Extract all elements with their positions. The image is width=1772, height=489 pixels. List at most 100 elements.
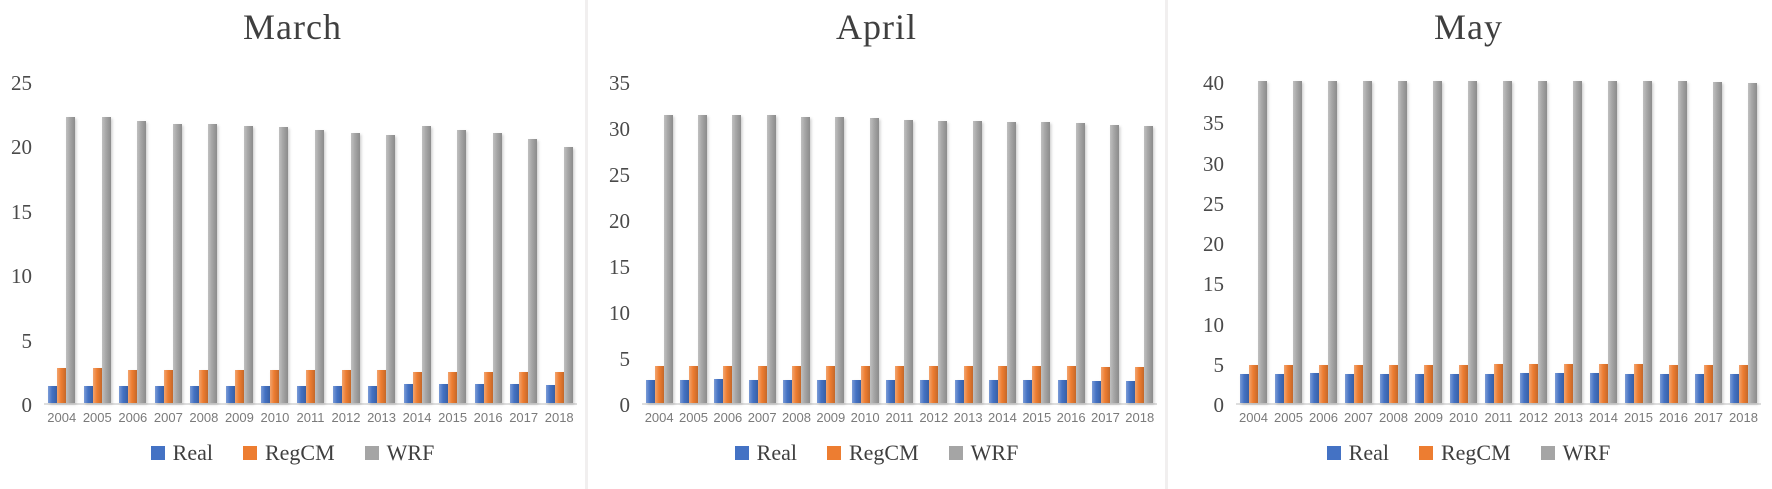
y-tick-label-40: 40: [1203, 71, 1224, 95]
bar-regcm-2017: [1100, 367, 1110, 403]
bar-group-2012: [917, 83, 951, 403]
plot-march: 0 5 10 15 20 25: [0, 71, 585, 417]
bar-real-2014: [403, 383, 413, 403]
bar-regcm-2010: [270, 369, 280, 403]
bar-regcm-2018: [554, 372, 564, 403]
legend-item-real: Real: [150, 440, 213, 466]
x-tick-label-2016: 2016: [1056, 410, 1086, 425]
bar-wrf-2008: [800, 116, 810, 403]
bar-wrf-2006: [137, 120, 147, 403]
bar-group-2006: [115, 83, 151, 403]
bar-group-2005: [676, 83, 710, 403]
bar-wrf-2015: [1041, 122, 1051, 403]
bar-real-2013: [1555, 373, 1564, 403]
chart-title-march: March: [243, 7, 342, 47]
x-tick-label-2005: 2005: [1274, 410, 1303, 425]
bar-regcm-2008: [1389, 365, 1398, 403]
bar-regcm-2014: [1599, 364, 1608, 403]
y-tick-label-20: 20: [11, 135, 32, 160]
x-tick-label-2018: 2018: [544, 410, 574, 425]
bar-regcm-2016: [483, 372, 493, 403]
bar-regcm-2009: [234, 369, 244, 403]
bar-wrf-2015: [1643, 81, 1652, 403]
bar-regcm-2005: [92, 368, 102, 403]
bar-wrf-2010: [279, 127, 289, 403]
y-axis-april: 0 5 10 15 20 25 30 35: [588, 71, 642, 417]
bar-wrf-2017: [1713, 81, 1722, 403]
bar-group-2015: [435, 83, 471, 403]
bar-real-2011: [1485, 374, 1494, 403]
bar-wrf-2018: [563, 146, 573, 403]
x-tick-label-2006: 2006: [118, 410, 148, 425]
bar-group-2006: [1306, 81, 1341, 403]
bar-group-2007: [151, 83, 187, 403]
y-tick-label-15: 15: [609, 255, 630, 279]
x-axis-row-may: 2004 2005 2006 2007 2008 2009 2010 2011 2012 2013…: [1168, 410, 1769, 425]
x-tick-label-2016: 2016: [473, 410, 503, 425]
bar-regcm-2009: [1424, 365, 1433, 403]
bar-regcm-2006: [1319, 365, 1328, 403]
bar-real-2018: [1730, 374, 1739, 403]
y-tick-label-30: 30: [1203, 151, 1224, 176]
bar-group-2007: [745, 83, 779, 403]
bar-group-2016: [470, 83, 506, 403]
bar-real-2004: [48, 386, 58, 403]
legend-label-real: Real: [756, 440, 797, 465]
bar-regcm-2013: [1564, 364, 1573, 403]
x-tick-label-2008: 2008: [1379, 410, 1408, 425]
legend-item-wrf: WRF: [364, 440, 434, 466]
x-tick-label-2015: 2015: [438, 410, 468, 425]
chart-panel-may: May 0 5 10 15 20 25 30 35 40 2004 2005 2006 2007 200…: [1165, 0, 1769, 489]
bar-real-2017: [1091, 380, 1101, 403]
bar-group-2009: [1411, 81, 1446, 403]
y-tick-label-25: 25: [11, 71, 32, 95]
bar-wrf-2008: [1398, 81, 1407, 403]
bar-regcm-2004: [1249, 365, 1258, 403]
bar-real-2012: [332, 386, 342, 403]
bar-regcm-2011: [894, 366, 904, 403]
y-tick-label-25: 25: [1203, 191, 1224, 216]
bar-real-2008: [782, 380, 792, 403]
legend-swatch-wrf: [1540, 446, 1555, 460]
bar-group-2005: [80, 83, 116, 403]
bar-real-2015: [1023, 380, 1033, 403]
bar-regcm-2005: [688, 366, 698, 403]
bar-wrf-2009: [243, 126, 253, 403]
x-tick-label-2009: 2009: [1414, 410, 1443, 425]
legend-swatch-wrf: [364, 446, 379, 460]
bar-wrf-2008: [208, 123, 218, 403]
bar-regcm-2011: [305, 369, 315, 403]
bar-real-2016: [1057, 380, 1067, 403]
bar-regcm-2015: [448, 372, 458, 403]
y-tick-label-5: 5: [21, 328, 33, 353]
bar-wrf-2017: [528, 138, 538, 403]
bar-wrf-2006: [732, 115, 742, 403]
x-tick-label-2007: 2007: [1344, 410, 1373, 425]
y-tick-label-30: 30: [609, 117, 630, 141]
bar-real-2015: [439, 383, 449, 403]
x-tick-label-2017: 2017: [1694, 410, 1723, 425]
bar-real-2007: [1345, 374, 1354, 403]
legend-label-regcm: RegCM: [848, 440, 919, 465]
bar-wrf-2007: [172, 123, 182, 403]
x-axis-spacer: [1168, 410, 1236, 425]
bar-wrf-2015: [457, 129, 467, 403]
bar-regcm-2010: [1459, 365, 1468, 403]
x-tick-label-2012: 2012: [919, 410, 949, 425]
y-tick-label-20: 20: [609, 209, 630, 233]
bar-real-2012: [920, 380, 930, 403]
bar-real-2012: [1520, 373, 1529, 403]
x-tick-label-2017: 2017: [1090, 410, 1120, 425]
legend-item-wrf: WRF: [1540, 440, 1610, 466]
bar-group-2013: [364, 83, 400, 403]
plot-april: 0 5 10 15 20 25 30 35: [588, 71, 1165, 417]
bar-group-2014: [985, 83, 1019, 403]
legend-label-real: Real: [172, 440, 213, 465]
legend-march: Real RegCM WRF: [0, 440, 585, 466]
bar-regcm-2015: [1032, 366, 1042, 403]
x-axis-april: 2004 2005 2006 2007 2008 2009 2010 2011 2012 2013…: [642, 410, 1157, 425]
bar-wrf-2016: [1075, 123, 1085, 403]
bar-wrf-2016: [492, 132, 502, 403]
bar-wrf-2013: [386, 135, 396, 403]
